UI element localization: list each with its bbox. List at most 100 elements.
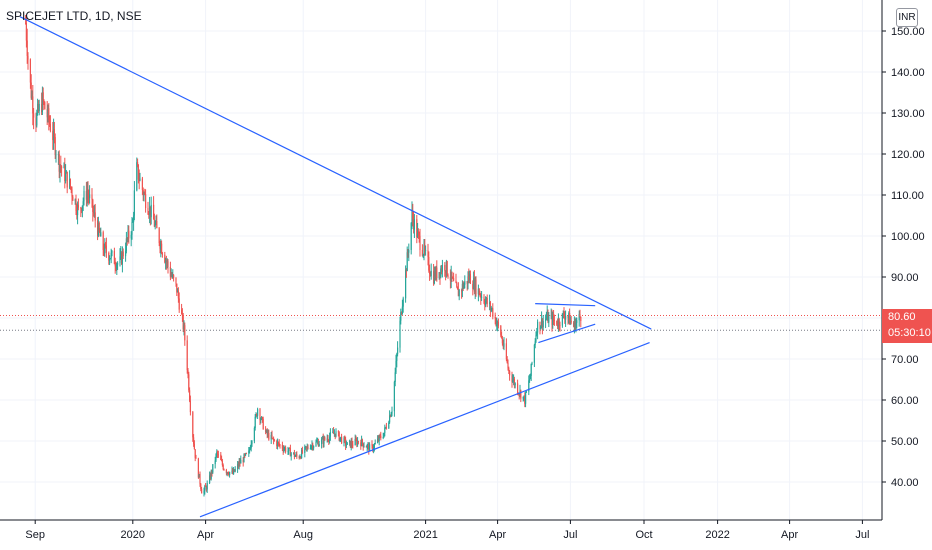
candle-body	[251, 441, 253, 445]
trendline-drawings[interactable]	[19, 16, 652, 518]
candle-body	[494, 316, 496, 319]
trendline[interactable]	[19, 16, 652, 330]
candle-body	[540, 325, 542, 330]
price-tick-label: 50.00	[891, 436, 919, 448]
candle-body	[352, 444, 354, 446]
candle-body	[109, 258, 111, 261]
candle-body	[173, 274, 175, 278]
candle-body	[492, 308, 494, 317]
candle-body	[92, 199, 94, 213]
candle-body	[541, 318, 543, 328]
candle-body	[368, 444, 370, 451]
candle-body	[485, 297, 487, 302]
candle-body	[195, 457, 197, 459]
candle-body	[525, 391, 527, 393]
candle-body	[183, 325, 185, 330]
candle-body	[389, 415, 391, 417]
candle-body	[391, 411, 393, 414]
candle-body	[177, 290, 179, 299]
candle-body	[371, 444, 373, 446]
candle-body	[513, 379, 515, 381]
candle-body	[405, 269, 407, 299]
candle-body	[169, 266, 171, 277]
candle-body	[204, 486, 206, 491]
candle-body	[281, 444, 283, 449]
candle-body	[412, 210, 414, 219]
candle-body	[338, 432, 340, 441]
candle-body	[490, 308, 492, 310]
time-tick-label: 2022	[705, 529, 729, 541]
trendline[interactable]	[535, 303, 596, 307]
candle-body	[463, 284, 465, 289]
candle-body	[293, 452, 295, 457]
candle-body	[422, 254, 424, 256]
candle-body	[154, 223, 156, 227]
candle-body	[143, 193, 145, 196]
price-tick-label: 70.00	[891, 354, 919, 366]
candle-body	[133, 215, 135, 222]
candle-body	[395, 360, 397, 373]
candle-body	[321, 439, 323, 445]
candle-body	[360, 442, 362, 447]
candle-body	[467, 276, 469, 284]
candle-body	[156, 221, 158, 229]
candle-body	[137, 164, 139, 180]
candle-body	[535, 334, 537, 342]
candle-body	[279, 444, 281, 446]
trendline[interactable]	[538, 323, 596, 344]
candle-body	[500, 325, 502, 336]
candle-body	[317, 441, 319, 443]
time-axis[interactable]: Sep 2020 Apr Aug 2021 Apr Jul Oct 2022 Apr Jul	[25, 520, 869, 541]
candle-body	[293, 452, 295, 454]
candle-body	[229, 472, 231, 475]
candle-body	[497, 321, 499, 325]
candle-body	[150, 204, 152, 218]
candle-body	[529, 379, 531, 381]
candle-body	[546, 312, 548, 318]
candle-body	[100, 232, 102, 237]
candle-body	[227, 472, 229, 474]
candle-body	[85, 191, 87, 200]
candle-body	[456, 283, 458, 287]
candle-body	[354, 438, 356, 446]
candle-body	[567, 315, 569, 318]
candle-body	[256, 413, 258, 416]
candle-body	[502, 343, 504, 347]
candle-body	[573, 322, 575, 327]
candle-body	[539, 321, 541, 330]
candle-body	[401, 306, 403, 314]
candle-body	[576, 320, 578, 323]
candle-body	[94, 212, 96, 221]
currency-button[interactable]: INR	[896, 8, 918, 27]
trendline[interactable]	[199, 342, 650, 518]
candle-body	[351, 441, 353, 445]
time-tick-label: Jul	[563, 529, 577, 541]
candle-body	[556, 320, 558, 325]
candle-body	[410, 223, 412, 250]
candle-body	[428, 256, 430, 271]
grid-lines	[0, 0, 882, 520]
candle-body	[455, 280, 457, 284]
candle-body	[525, 392, 527, 404]
candle-body	[440, 268, 442, 277]
candle-body	[161, 243, 163, 254]
candle-body	[160, 243, 162, 249]
candle-body	[433, 271, 435, 284]
candle-body	[272, 437, 274, 439]
candle-body	[214, 460, 216, 465]
candle-body	[181, 313, 183, 316]
candle-body	[501, 337, 503, 344]
candle-body	[564, 316, 566, 320]
candle-body	[569, 320, 571, 325]
candle-body	[509, 370, 511, 376]
candle-body	[233, 469, 235, 474]
candle-body	[393, 381, 395, 412]
candle-body	[127, 230, 129, 240]
candle-body	[305, 446, 307, 448]
candle-body	[126, 238, 128, 240]
candle-body	[172, 274, 174, 278]
candle-body	[361, 439, 363, 444]
candle-body	[287, 451, 289, 452]
candle-body	[103, 250, 105, 254]
